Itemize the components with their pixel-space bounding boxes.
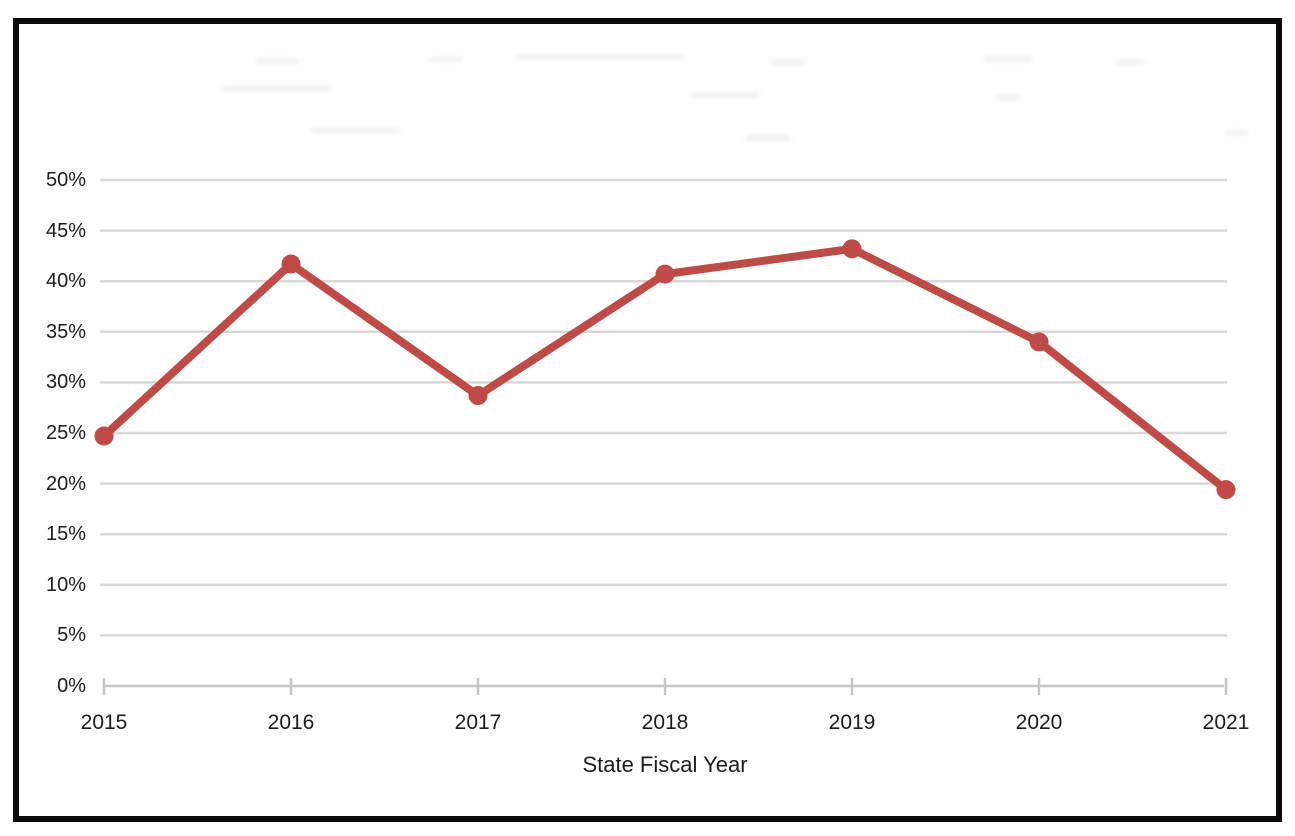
data-point-marker bbox=[1029, 332, 1049, 352]
y-tick-label: 0% bbox=[57, 675, 86, 697]
x-axis-title: State Fiscal Year bbox=[582, 752, 748, 777]
y-tick-label: 15% bbox=[45, 523, 86, 546]
y-tick-label: 50% bbox=[45, 169, 86, 191]
chart-frame bbox=[13, 18, 1282, 822]
x-tick-label: 2016 bbox=[267, 711, 315, 734]
y-tick-label: 45% bbox=[45, 219, 86, 242]
data-point-marker bbox=[94, 426, 114, 446]
data-point-marker bbox=[842, 239, 862, 259]
x-tick-label: 2020 bbox=[1015, 711, 1063, 734]
data-point-marker bbox=[468, 386, 488, 406]
y-tick-label: 10% bbox=[45, 573, 86, 596]
x-tick-label: 2018 bbox=[641, 711, 689, 734]
data-point-marker bbox=[655, 264, 675, 284]
series-line bbox=[100, 244, 1230, 494]
y-tick-label: 30% bbox=[45, 371, 86, 394]
y-tick-label: 25% bbox=[45, 422, 86, 444]
y-tick-label: 20% bbox=[45, 472, 86, 495]
data-point-marker bbox=[281, 254, 301, 274]
x-tick-label: 2019 bbox=[828, 711, 876, 734]
y-tick-label: 40% bbox=[45, 270, 86, 293]
y-tick-label: 5% bbox=[57, 624, 86, 647]
x-tick-label: 2015 bbox=[80, 711, 128, 734]
data-point-marker bbox=[1216, 480, 1236, 500]
y-tick-label: 35% bbox=[45, 320, 86, 343]
x-tick-label: 2021 bbox=[1202, 711, 1250, 734]
x-tick-label: 2017 bbox=[454, 711, 502, 734]
